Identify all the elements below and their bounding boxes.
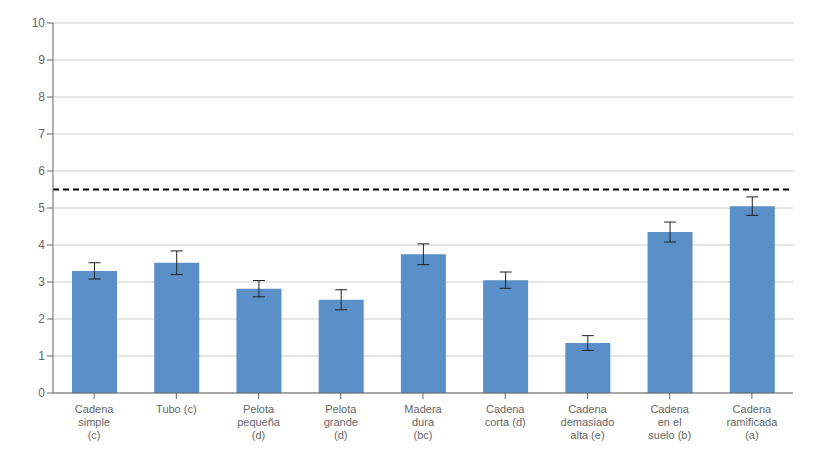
svg-text:5: 5 (38, 201, 45, 215)
svg-text:6: 6 (38, 164, 45, 178)
svg-text:Cadenasimple(c): Cadenasimple(c) (75, 403, 114, 441)
svg-text:0: 0 (38, 386, 45, 400)
svg-text:Cadenacorta (d): Cadenacorta (d) (485, 403, 526, 428)
svg-text:4: 4 (38, 238, 45, 252)
svg-text:Pelotagrande(d): Pelotagrande(d) (324, 403, 358, 441)
svg-text:Pelotapequeña(d): Pelotapequeña(d) (237, 403, 281, 441)
svg-text:3: 3 (38, 275, 45, 289)
svg-text:Cadenaramificada(a): Cadenaramificada(a) (727, 403, 779, 441)
svg-text:1: 1 (38, 349, 45, 363)
svg-text:Cadenaen elsuelo (b): Cadenaen elsuelo (b) (648, 403, 691, 441)
svg-text:Tubo (c): Tubo (c) (156, 403, 197, 415)
svg-text:7: 7 (38, 127, 45, 141)
svg-text:8: 8 (38, 90, 45, 104)
svg-text:Cadenademasiadoalta (e): Cadenademasiadoalta (e) (561, 403, 615, 441)
svg-text:10: 10 (32, 16, 46, 30)
svg-text:2: 2 (38, 312, 45, 326)
svg-text:Maderadura(bc): Maderadura(bc) (404, 403, 442, 441)
svg-text:9: 9 (38, 53, 45, 67)
